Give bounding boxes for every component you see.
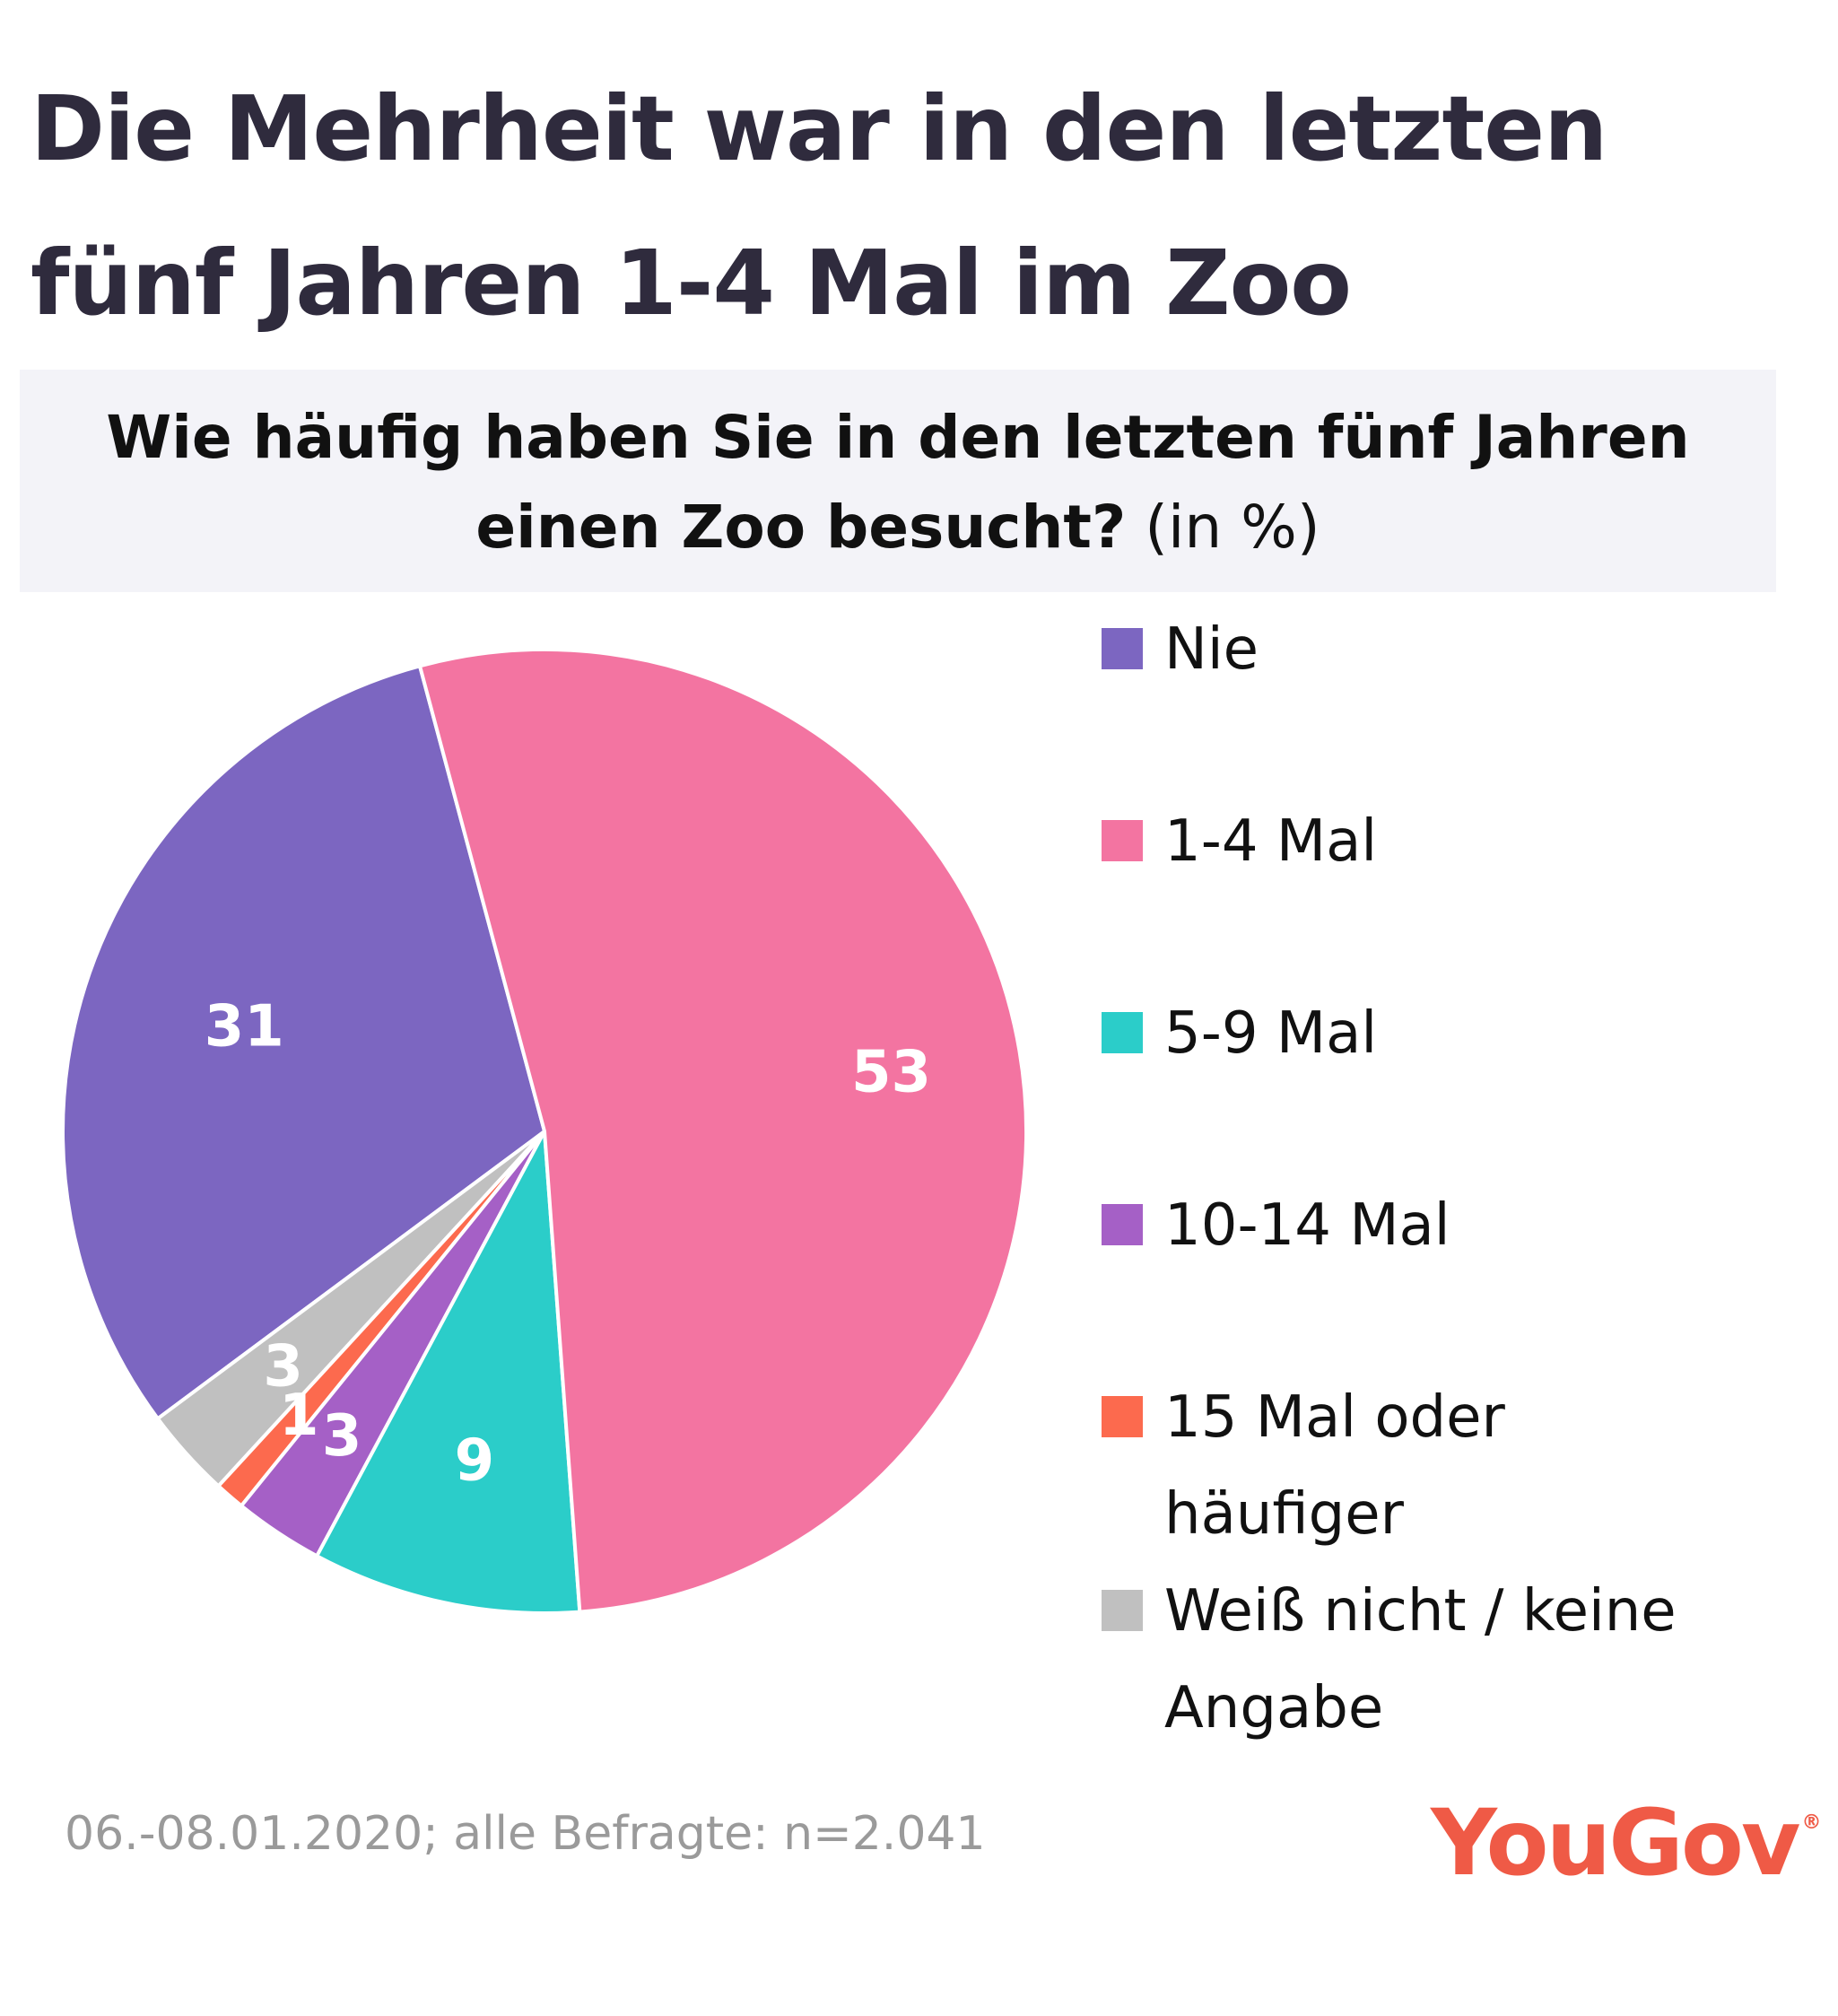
legend-label-15-plus: 15 Mal oder häufiger: [1164, 1384, 1505, 1548]
question-text: Wie häufig haben Sie in den letzten fünf…: [38, 393, 1758, 572]
legend-label-nie: Nie: [1164, 616, 1259, 683]
legend-swatch-15-plus: [1102, 1396, 1143, 1437]
pie-slice-5-9: [315, 1130, 582, 1615]
legend-swatch-5-9: [1102, 1012, 1143, 1053]
legend-swatch-10-14: [1102, 1204, 1143, 1245]
legend-swatch-1-4: [1102, 820, 1143, 861]
slice-value-label-10-14: 3: [322, 1403, 362, 1470]
slice-value-label-5-9: 9: [455, 1428, 495, 1495]
question-main: Wie häufig haben Sie in den letzten fünf…: [106, 403, 1690, 562]
legend-label-10-14: 10-14 Mal: [1164, 1192, 1450, 1259]
pie-slices: [61, 648, 1028, 1615]
legend-swatch-nie: [1102, 628, 1143, 669]
pie-slice-1-4: [418, 648, 1028, 1614]
slice-value-label-15+: 1: [279, 1383, 319, 1449]
chart-title: Die Mehrheit war in den letzten fünf Jah…: [30, 76, 1607, 336]
legend-label-1-4: 1-4 Mal: [1164, 808, 1378, 875]
registered-mark: ®: [1801, 1811, 1821, 1834]
legend-swatch-weiss-nicht: [1102, 1590, 1143, 1631]
source-footnote: 06.-08.01.2020; alle Befragte: n=2.041: [65, 1807, 986, 1861]
slice-value-label-wn: 3: [263, 1333, 303, 1400]
question-unit: (in %): [1145, 493, 1320, 562]
legend-label-5-9: 5-9 Mal: [1164, 1000, 1378, 1067]
logo-text: YouGov: [1431, 1790, 1800, 1897]
slice-value-label-nie: 31: [205, 993, 284, 1060]
yougov-logo: YouGov ®: [1431, 1790, 1821, 1897]
question-box: Wie häufig haben Sie in den letzten fünf…: [20, 370, 1776, 592]
slice-value-label-1-4: 53: [851, 1040, 931, 1106]
legend-label-weiss-nicht: Weiß nicht / keine Angabe: [1164, 1578, 1677, 1741]
pie-slice-nie: [61, 664, 546, 1421]
